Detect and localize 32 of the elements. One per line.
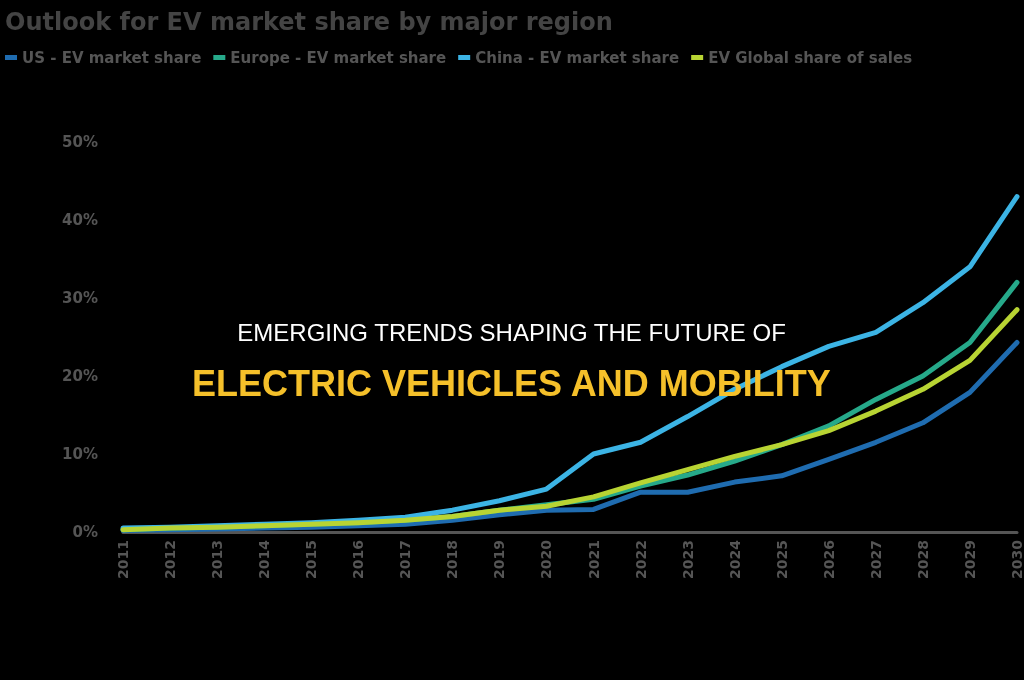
x-tick-label: 2011 xyxy=(115,540,131,579)
x-tick-label: 2018 xyxy=(444,540,461,579)
x-tick-label: 2026 xyxy=(820,540,837,579)
x-tick-label: 2015 xyxy=(303,540,320,579)
y-tick-label: 10% xyxy=(62,445,98,463)
x-tick-label: 2019 xyxy=(491,540,508,579)
chart-title: Outlook for EV market share by major region xyxy=(5,8,613,36)
y-tick-label: 30% xyxy=(62,289,98,307)
legend-label: Europe - EV market share xyxy=(230,48,447,67)
x-tick-label: 2027 xyxy=(867,540,884,579)
x-tick-label: 2013 xyxy=(209,540,226,579)
x-tick-label: 2024 xyxy=(726,539,743,579)
x-tick-label: 2022 xyxy=(632,540,649,579)
y-tick-label: 50% xyxy=(62,133,98,151)
x-tick-label: 2012 xyxy=(162,540,179,579)
y-tick-label: 0% xyxy=(72,523,98,541)
legend-label: China - EV market share xyxy=(475,48,680,67)
annotation: EMERGING TRENDS SHAPING THE FUTURE OF xyxy=(237,318,786,346)
x-tick-label: 2017 xyxy=(397,540,414,579)
x-tick-label: 2023 xyxy=(679,540,696,579)
y-tick-label: 20% xyxy=(62,367,98,385)
x-tick-label: 2021 xyxy=(585,540,602,579)
legend-label: US - EV market share xyxy=(22,48,202,67)
x-tick-label: 2016 xyxy=(350,540,367,579)
x-tick-label: 2025 xyxy=(773,540,790,579)
x-tick-label: 2020 xyxy=(538,539,555,579)
y-tick-label: 40% xyxy=(62,211,98,229)
x-tick-label: 2014 xyxy=(256,539,273,579)
x-tick-label: 2028 xyxy=(914,540,931,579)
legend-label: EV Global share of sales xyxy=(708,48,913,67)
x-tick-label: 2029 xyxy=(961,540,978,579)
x-tick-label: 2030 xyxy=(1009,539,1024,579)
